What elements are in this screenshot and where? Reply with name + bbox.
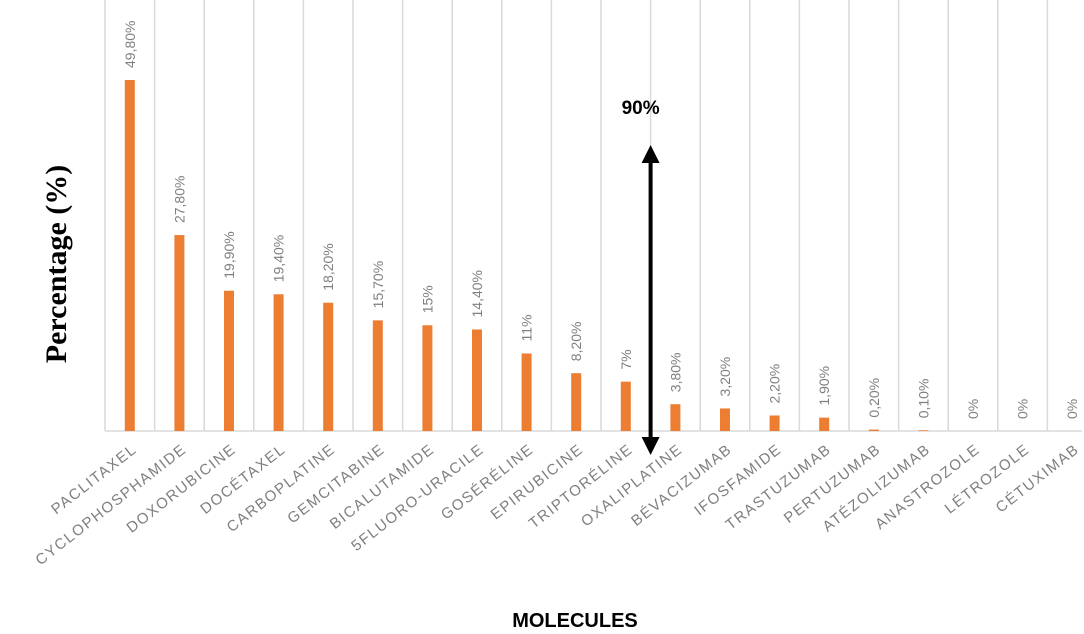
bar-cyclophosphamide (174, 235, 185, 431)
annotation-arrow: 90% (622, 98, 660, 455)
bar-bicalutamide (422, 325, 433, 431)
x-axis-title: MOLECULES (512, 610, 638, 632)
bar-bévacizumab (720, 408, 730, 431)
data-label: 19,90% (221, 231, 237, 278)
bar-doxorubicine (224, 290, 234, 431)
bar-goséréline (521, 353, 532, 431)
bar-epirubicine (571, 373, 582, 431)
data-label: 19,40% (271, 235, 287, 282)
category-label: LÉTROZOLE (942, 441, 1033, 518)
category-label: CÉTUXIMAB (993, 441, 1083, 517)
data-label: 11% (519, 314, 535, 341)
data-label: 18,20% (320, 243, 336, 290)
data-label: 0% (965, 399, 981, 419)
category-labels: PACLITAXELCYCLOPHOSPHAMIDEDOXORUBICINEDO… (32, 441, 1082, 569)
data-label: 0,20% (866, 378, 882, 418)
data-label: 15% (419, 285, 435, 313)
bar-pertuzumab (868, 429, 879, 431)
data-label: 0% (1064, 399, 1080, 419)
data-label: 3,20% (717, 357, 733, 397)
data-label: 27,80% (171, 176, 187, 223)
arrow-head-down (641, 437, 660, 455)
data-label: 7% (618, 349, 634, 369)
bar-series (124, 80, 929, 431)
data-label: 49,80% (122, 21, 138, 68)
bar-5fluoro-uracile (472, 329, 482, 431)
data-label: 0,10% (915, 379, 931, 419)
bar-gemcitabine (372, 320, 383, 431)
bar-docétaxel (273, 294, 284, 431)
data-label: 1,90% (816, 366, 832, 406)
vertical-gridlines (104, 0, 1049, 431)
bar-paclitaxel (124, 80, 135, 431)
data-label: 2,20% (767, 364, 783, 404)
data-label: 3,80% (667, 353, 683, 393)
bar-oxaliplatine (670, 404, 681, 431)
bar-ifosfamide (769, 415, 780, 431)
data-labels: 49,80% 27,80% 19,90% 19,40% 18,20% 15,70% 15% 1… (122, 21, 1080, 419)
data-label: 8,20% (568, 322, 584, 362)
bar-carboplatine (323, 302, 334, 431)
bar-triptoréline (620, 381, 631, 431)
bar-atézolizumab (918, 430, 929, 431)
data-label: 15,70% (370, 261, 386, 308)
arrow-head-up (641, 145, 660, 163)
data-label: 14,40% (469, 270, 485, 317)
data-label: 0% (1015, 399, 1031, 419)
y-axis-title: Percentage (%) (40, 165, 73, 364)
bar-trastuzumab (819, 417, 830, 431)
annotation-label: 90% (622, 98, 660, 119)
